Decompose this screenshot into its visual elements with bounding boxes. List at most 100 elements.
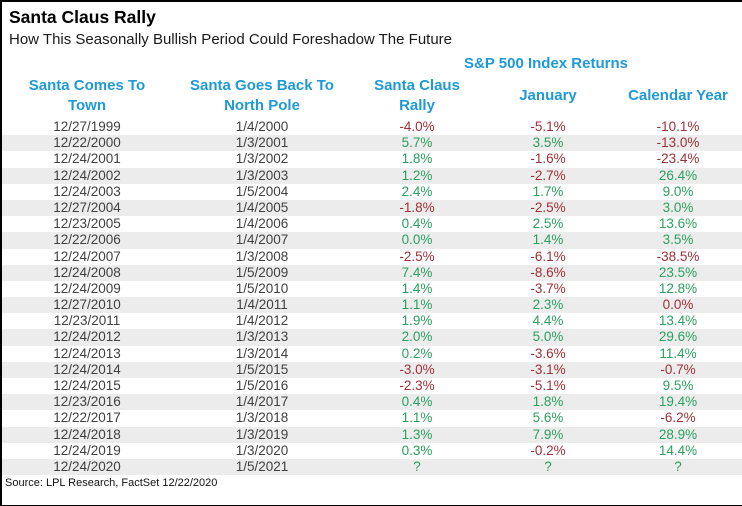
table-row: 12/24/2002 1/3/2003 1.2% -2.7% 26.4% xyxy=(2,167,742,184)
cell-santa-claus-rally: 2.4% xyxy=(401,183,433,199)
cell-santa-goes-back-to-north-pole: 1/3/2018 xyxy=(235,410,289,426)
cell-santa-claus-rally: -3.0% xyxy=(399,361,435,377)
table-row: 12/24/2015 1/5/2016 -2.3% -5.1% 9.5% xyxy=(2,378,742,394)
cell-calendar-year: ? xyxy=(674,458,682,474)
cell-january: -0.2% xyxy=(530,442,566,458)
cell-santa-comes-to-town: 12/24/2012 xyxy=(53,329,121,345)
cell-santa-goes-back-to-north-pole: 1/3/2001 xyxy=(235,135,289,151)
cell-santa-claus-rally: 1.3% xyxy=(401,426,433,442)
cell-santa-comes-to-town: 12/22/2000 xyxy=(53,135,121,151)
cell-january: 2.5% xyxy=(532,216,564,232)
source-note: Source: LPL Research, FactSet 12/22/2020 xyxy=(5,477,218,490)
cell-santa-claus-rally: 1.2% xyxy=(401,167,433,183)
table-row: 12/27/2010 1/4/2011 1.1% 2.3% 0.0% xyxy=(2,297,742,314)
cell-santa-comes-to-town: 12/24/2018 xyxy=(53,426,121,442)
cell-calendar-year: -10.1% xyxy=(656,119,700,134)
cell-calendar-year: 3.0% xyxy=(662,199,694,215)
cell-calendar-year: -38.5% xyxy=(656,248,700,264)
column-header-line: Santa Claus xyxy=(374,76,460,94)
cell-santa-claus-rally: 1.4% xyxy=(401,280,433,296)
cell-santa-goes-back-to-north-pole: 1/5/2021 xyxy=(235,458,289,474)
cell-january: -1.6% xyxy=(530,151,566,167)
cell-santa-goes-back-to-north-pole: 1/5/2010 xyxy=(235,280,289,296)
column-header-line: Calendar Year xyxy=(628,86,728,104)
column-header-line: January xyxy=(519,86,577,104)
cell-santa-comes-to-town: 12/22/2017 xyxy=(53,410,121,426)
cell-january: 1.8% xyxy=(532,394,564,410)
cell-calendar-year: 9.5% xyxy=(662,378,694,393)
cell-calendar-year: -13.0% xyxy=(656,135,700,151)
cell-january: -3.1% xyxy=(530,361,566,377)
cell-santa-claus-rally: 7.4% xyxy=(401,264,433,280)
table-row: 12/23/2005 1/4/2006 0.4% 2.5% 13.6% xyxy=(2,216,742,232)
cell-santa-comes-to-town: 12/24/2019 xyxy=(53,442,121,458)
cell-january: -8.6% xyxy=(530,264,566,280)
cell-santa-comes-to-town: 12/23/2016 xyxy=(53,394,121,410)
cell-january: 1.7% xyxy=(532,183,564,199)
cell-calendar-year: 0.0% xyxy=(662,297,694,313)
cell-santa-comes-to-town: 12/24/2003 xyxy=(53,183,121,199)
table-row: 12/24/2013 1/3/2014 0.2% -3.6% 11.4% xyxy=(2,346,742,362)
cell-january: 4.4% xyxy=(532,313,564,329)
cell-calendar-year: 12.8% xyxy=(658,280,698,296)
table-row: 12/24/2007 1/3/2008 -2.5% -6.1% -38.5% xyxy=(2,249,742,265)
cell-santa-claus-rally: 1.1% xyxy=(401,297,433,313)
cell-santa-goes-back-to-north-pole: 1/5/2009 xyxy=(235,264,289,280)
cell-january: 5.0% xyxy=(532,329,564,345)
figure-title: Santa Claus Rally xyxy=(9,7,156,27)
cell-santa-goes-back-to-north-pole: 1/3/2003 xyxy=(235,167,289,183)
cell-calendar-year: 23.5% xyxy=(658,264,698,280)
cell-santa-comes-to-town: 12/24/2014 xyxy=(53,361,121,377)
cell-calendar-year: 28.9% xyxy=(658,426,698,442)
group-header-row: S&P 500 Index Returns xyxy=(2,55,742,73)
cell-santa-goes-back-to-north-pole: 1/5/2004 xyxy=(235,183,289,199)
cell-santa-claus-rally: 1.9% xyxy=(401,313,433,329)
group-header-sp500-returns: S&P 500 Index Returns xyxy=(464,55,628,72)
cell-calendar-year: 9.0% xyxy=(662,183,694,199)
cell-calendar-year: -0.7% xyxy=(660,361,696,377)
column-header-line: Santa Goes Back To xyxy=(190,76,334,94)
cell-santa-comes-to-town: 12/27/2004 xyxy=(53,199,121,215)
cell-santa-comes-to-town: 12/24/2002 xyxy=(53,167,121,183)
cell-santa-claus-rally: 1.1% xyxy=(401,410,433,426)
table-row: 12/24/2003 1/5/2004 2.4% 1.7% 9.0% xyxy=(2,184,742,200)
cell-santa-goes-back-to-north-pole: 1/4/2011 xyxy=(236,297,288,313)
cell-santa-goes-back-to-north-pole: 1/4/2017 xyxy=(235,394,289,410)
cell-january: 2.3% xyxy=(532,297,564,313)
cell-santa-comes-to-town: 12/24/2007 xyxy=(53,248,121,264)
cell-santa-comes-to-town: 12/23/2005 xyxy=(53,216,121,232)
cell-santa-goes-back-to-north-pole: 1/4/2007 xyxy=(235,232,289,248)
cell-santa-claus-rally: -4.0% xyxy=(399,119,435,134)
cell-santa-claus-rally: 2.0% xyxy=(401,329,433,345)
cell-calendar-year: 11.4% xyxy=(659,345,697,361)
cell-january: -2.7% xyxy=(530,167,566,183)
column-header-santa-comes-to-town: Santa Comes To Town xyxy=(2,76,172,117)
cell-santa-claus-rally: 0.2% xyxy=(401,345,433,361)
cell-calendar-year: -6.2% xyxy=(660,410,696,426)
cell-january: 5.6% xyxy=(532,410,564,426)
cell-january: -5.1% xyxy=(530,119,566,134)
column-header-line: Town xyxy=(67,97,107,114)
cell-santa-comes-to-town: 12/24/2015 xyxy=(53,378,121,393)
cell-santa-goes-back-to-north-pole: 1/5/2016 xyxy=(235,378,289,393)
cell-santa-goes-back-to-north-pole: 1/4/2000 xyxy=(235,119,289,134)
cell-calendar-year: 13.6% xyxy=(658,216,698,232)
column-header-line: North Pole xyxy=(224,97,300,114)
cell-santa-goes-back-to-north-pole: 1/3/2013 xyxy=(235,329,289,345)
column-header-january: January xyxy=(482,86,614,106)
cell-santa-claus-rally: 0.4% xyxy=(401,394,433,410)
table-row: 12/22/2006 1/4/2007 0.0% 1.4% 3.5% xyxy=(2,232,742,249)
cell-santa-goes-back-to-north-pole: 1/4/2006 xyxy=(235,216,289,232)
cell-january: 3.5% xyxy=(532,135,564,151)
column-header-line: Rally xyxy=(399,97,435,114)
table-row: 12/24/2014 1/5/2015 -3.0% -3.1% -0.7% xyxy=(2,361,742,378)
cell-santa-claus-rally: 0.3% xyxy=(401,442,433,458)
cell-calendar-year: 3.5% xyxy=(662,232,694,248)
cell-santa-claus-rally: 1.8% xyxy=(401,151,433,167)
cell-santa-goes-back-to-north-pole: 1/3/2008 xyxy=(235,248,289,264)
cell-calendar-year: -23.4% xyxy=(656,151,700,167)
cell-santa-comes-to-town: 12/27/2010 xyxy=(53,297,121,313)
cell-santa-claus-rally: -1.8% xyxy=(399,199,435,215)
cell-santa-claus-rally: 0.0% xyxy=(401,232,433,248)
